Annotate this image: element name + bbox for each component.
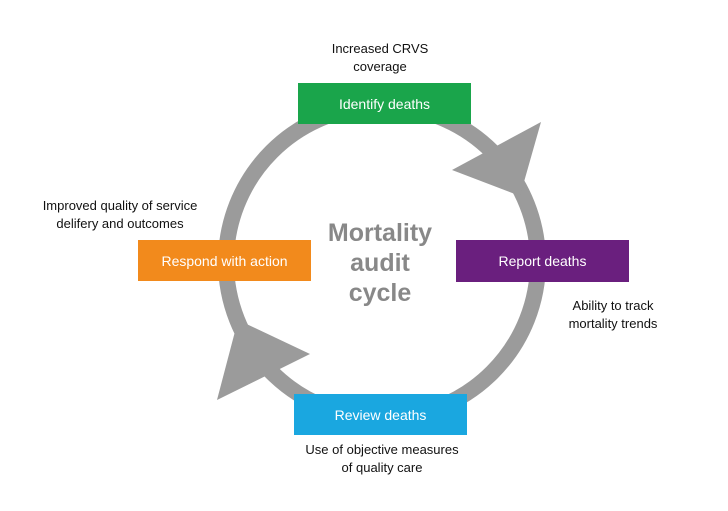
step-identify-deaths: Identify deaths [298,83,471,124]
step-report-label: Report deaths [498,253,587,269]
clockwise-arrow-bottom-left-icon [217,320,310,400]
center-title-line-2: audit [350,249,410,277]
outcome-identify: Increased CRVS coverage [300,40,460,76]
outcome-identify-line-1: Increased CRVS [331,41,429,56]
outcome-review: Use of objective measures of quality car… [282,441,482,477]
outcome-respond: Improved quality of service delifery and… [30,197,210,233]
outcome-review-line-1: Use of objective measures [305,442,459,457]
outcome-identify-line-2: coverage [353,59,407,74]
outcome-report-line-1: Ability to track [572,298,654,313]
step-respond-label: Respond with action [161,252,288,269]
outcome-report-line-2: mortality trends [568,316,658,331]
outcome-report: Ability to track mortality trends [538,297,688,333]
outcome-respond-line-2: delifery and outcomes [56,216,184,231]
step-review-label: Review deaths [334,406,427,423]
step-identify-label: Identify deaths [338,95,431,112]
center-title-line-3: cycle [348,279,412,307]
clockwise-arrow-top-right-icon [452,122,541,196]
outcome-review-line-2: of quality care [341,460,423,475]
center-title: Mortality audit cycle [300,218,460,308]
step-review-deaths: Review deaths [294,394,467,435]
step-respond-with-action: Respond with action [138,240,311,281]
outcome-respond-line-1: Improved quality of service [42,198,198,213]
center-title-line-1: Mortality [327,219,433,247]
step-report-deaths: Report deaths [456,240,629,282]
